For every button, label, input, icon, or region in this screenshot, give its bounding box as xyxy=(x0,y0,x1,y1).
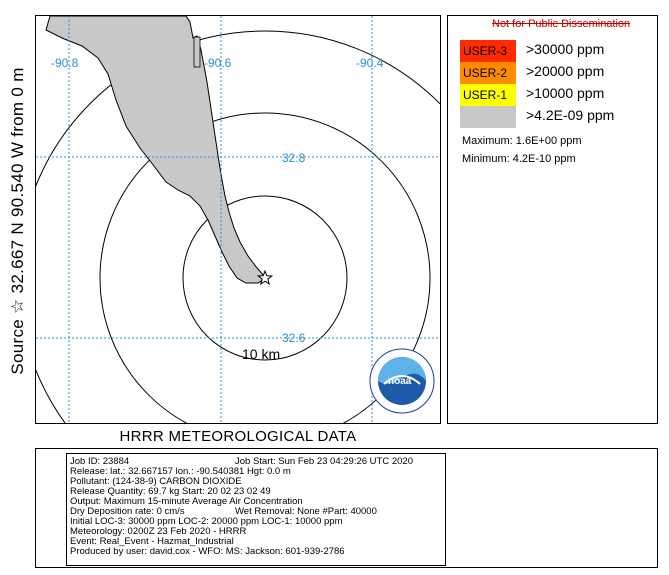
legend-swatch-user3: USER-3 xyxy=(460,40,516,62)
lon-label-2: -90.6 xyxy=(204,56,232,70)
legend-threshold-minimum: >4.2E-09 ppm xyxy=(526,107,615,123)
info-quantity: Release Quantity: 69.7 kg Start: 20 02 2… xyxy=(70,486,271,497)
lon-label-1: -90.8 xyxy=(51,56,79,70)
plume-map[interactable]: -90.8 -90.6 -90.4 32.8 32.6 10 km noaa xyxy=(35,15,441,424)
legend-panel: Not for Public Dissemination USER-3 >300… xyxy=(447,15,658,424)
minimum-concentration: Minimum: 4.2E-10 ppm xyxy=(462,153,576,165)
noaa-logo-text: noaa xyxy=(388,376,412,387)
info-job-id: Job ID: 23884 xyxy=(70,456,130,467)
dissemination-notice: Not for Public Dissemination xyxy=(492,18,631,30)
range-ring-label: 10 km xyxy=(242,346,280,362)
job-info-box: Job ID: 23884 Job Start: Sun Feb 23 04:2… xyxy=(66,453,446,566)
legend-threshold-user1: >10000 ppm xyxy=(526,85,605,101)
info-job-start: Job Start: Sun Feb 23 04:29:26 UTC 2020 xyxy=(235,456,413,467)
plume-map-canvas: -90.8 -90.6 -90.4 32.8 32.6 10 km noaa xyxy=(36,16,440,423)
legend-swatch-minimum xyxy=(460,106,516,128)
range-ring-inner xyxy=(182,195,348,361)
info-output: Output: Maximum 15-minute Average Air Co… xyxy=(70,496,303,507)
info-pollutant: Pollutant: (124-38-9) CARBON DIOXIDE xyxy=(70,476,242,487)
lon-label-3: -90.4 xyxy=(356,56,384,70)
range-ring-middle xyxy=(99,112,431,423)
job-info-panel: Job ID: 23884 Job Start: Sun Feb 23 04:2… xyxy=(35,448,658,568)
info-deposition: Dry Deposition rate: 0 cm/s xyxy=(70,506,185,517)
source-star-icon xyxy=(256,269,274,286)
range-ring-outer xyxy=(36,30,440,423)
map-title: HRRR METEOROLOGICAL DATA xyxy=(119,428,357,445)
legend-swatch-user2: USER-2 xyxy=(460,62,516,84)
info-produced-by: Produced by user: david.cox - WFO: MS: J… xyxy=(70,546,345,557)
legend-threshold-user2: >20000 ppm xyxy=(526,63,605,79)
noaa-logo: noaa xyxy=(369,348,435,414)
plume-stack-mark xyxy=(193,36,201,68)
source-location-text: Source ☆ 32.667 N 90.540 W from 0 m xyxy=(8,67,27,375)
lat-label-2: 32.6 xyxy=(282,331,306,345)
info-release: Release: lat.: 32.667157 lon.: -90.54038… xyxy=(70,466,291,477)
lat-label-1: 32.8 xyxy=(282,151,306,165)
legend-threshold-user3: >30000 ppm xyxy=(526,41,605,57)
info-wet-removal: Wet Removal: None #Part: 40000 xyxy=(235,506,377,517)
source-location-label: Source ☆ 32.667 N 90.540 W from 0 m xyxy=(2,16,34,426)
legend-swatch-user1: USER-1 xyxy=(460,84,516,106)
info-meteorology: Meteorology: 0200Z 23 Feb 2020 - HRRR xyxy=(70,526,247,537)
info-event: Event: Real_Event - Hazmat_Industrial xyxy=(70,536,234,547)
maximum-concentration: Maximum: 1.6E+00 ppm xyxy=(462,135,582,147)
info-loc: Initial LOC-3: 30000 ppm LOC-2: 20000 pp… xyxy=(70,516,343,527)
plume-polygon xyxy=(45,16,267,284)
